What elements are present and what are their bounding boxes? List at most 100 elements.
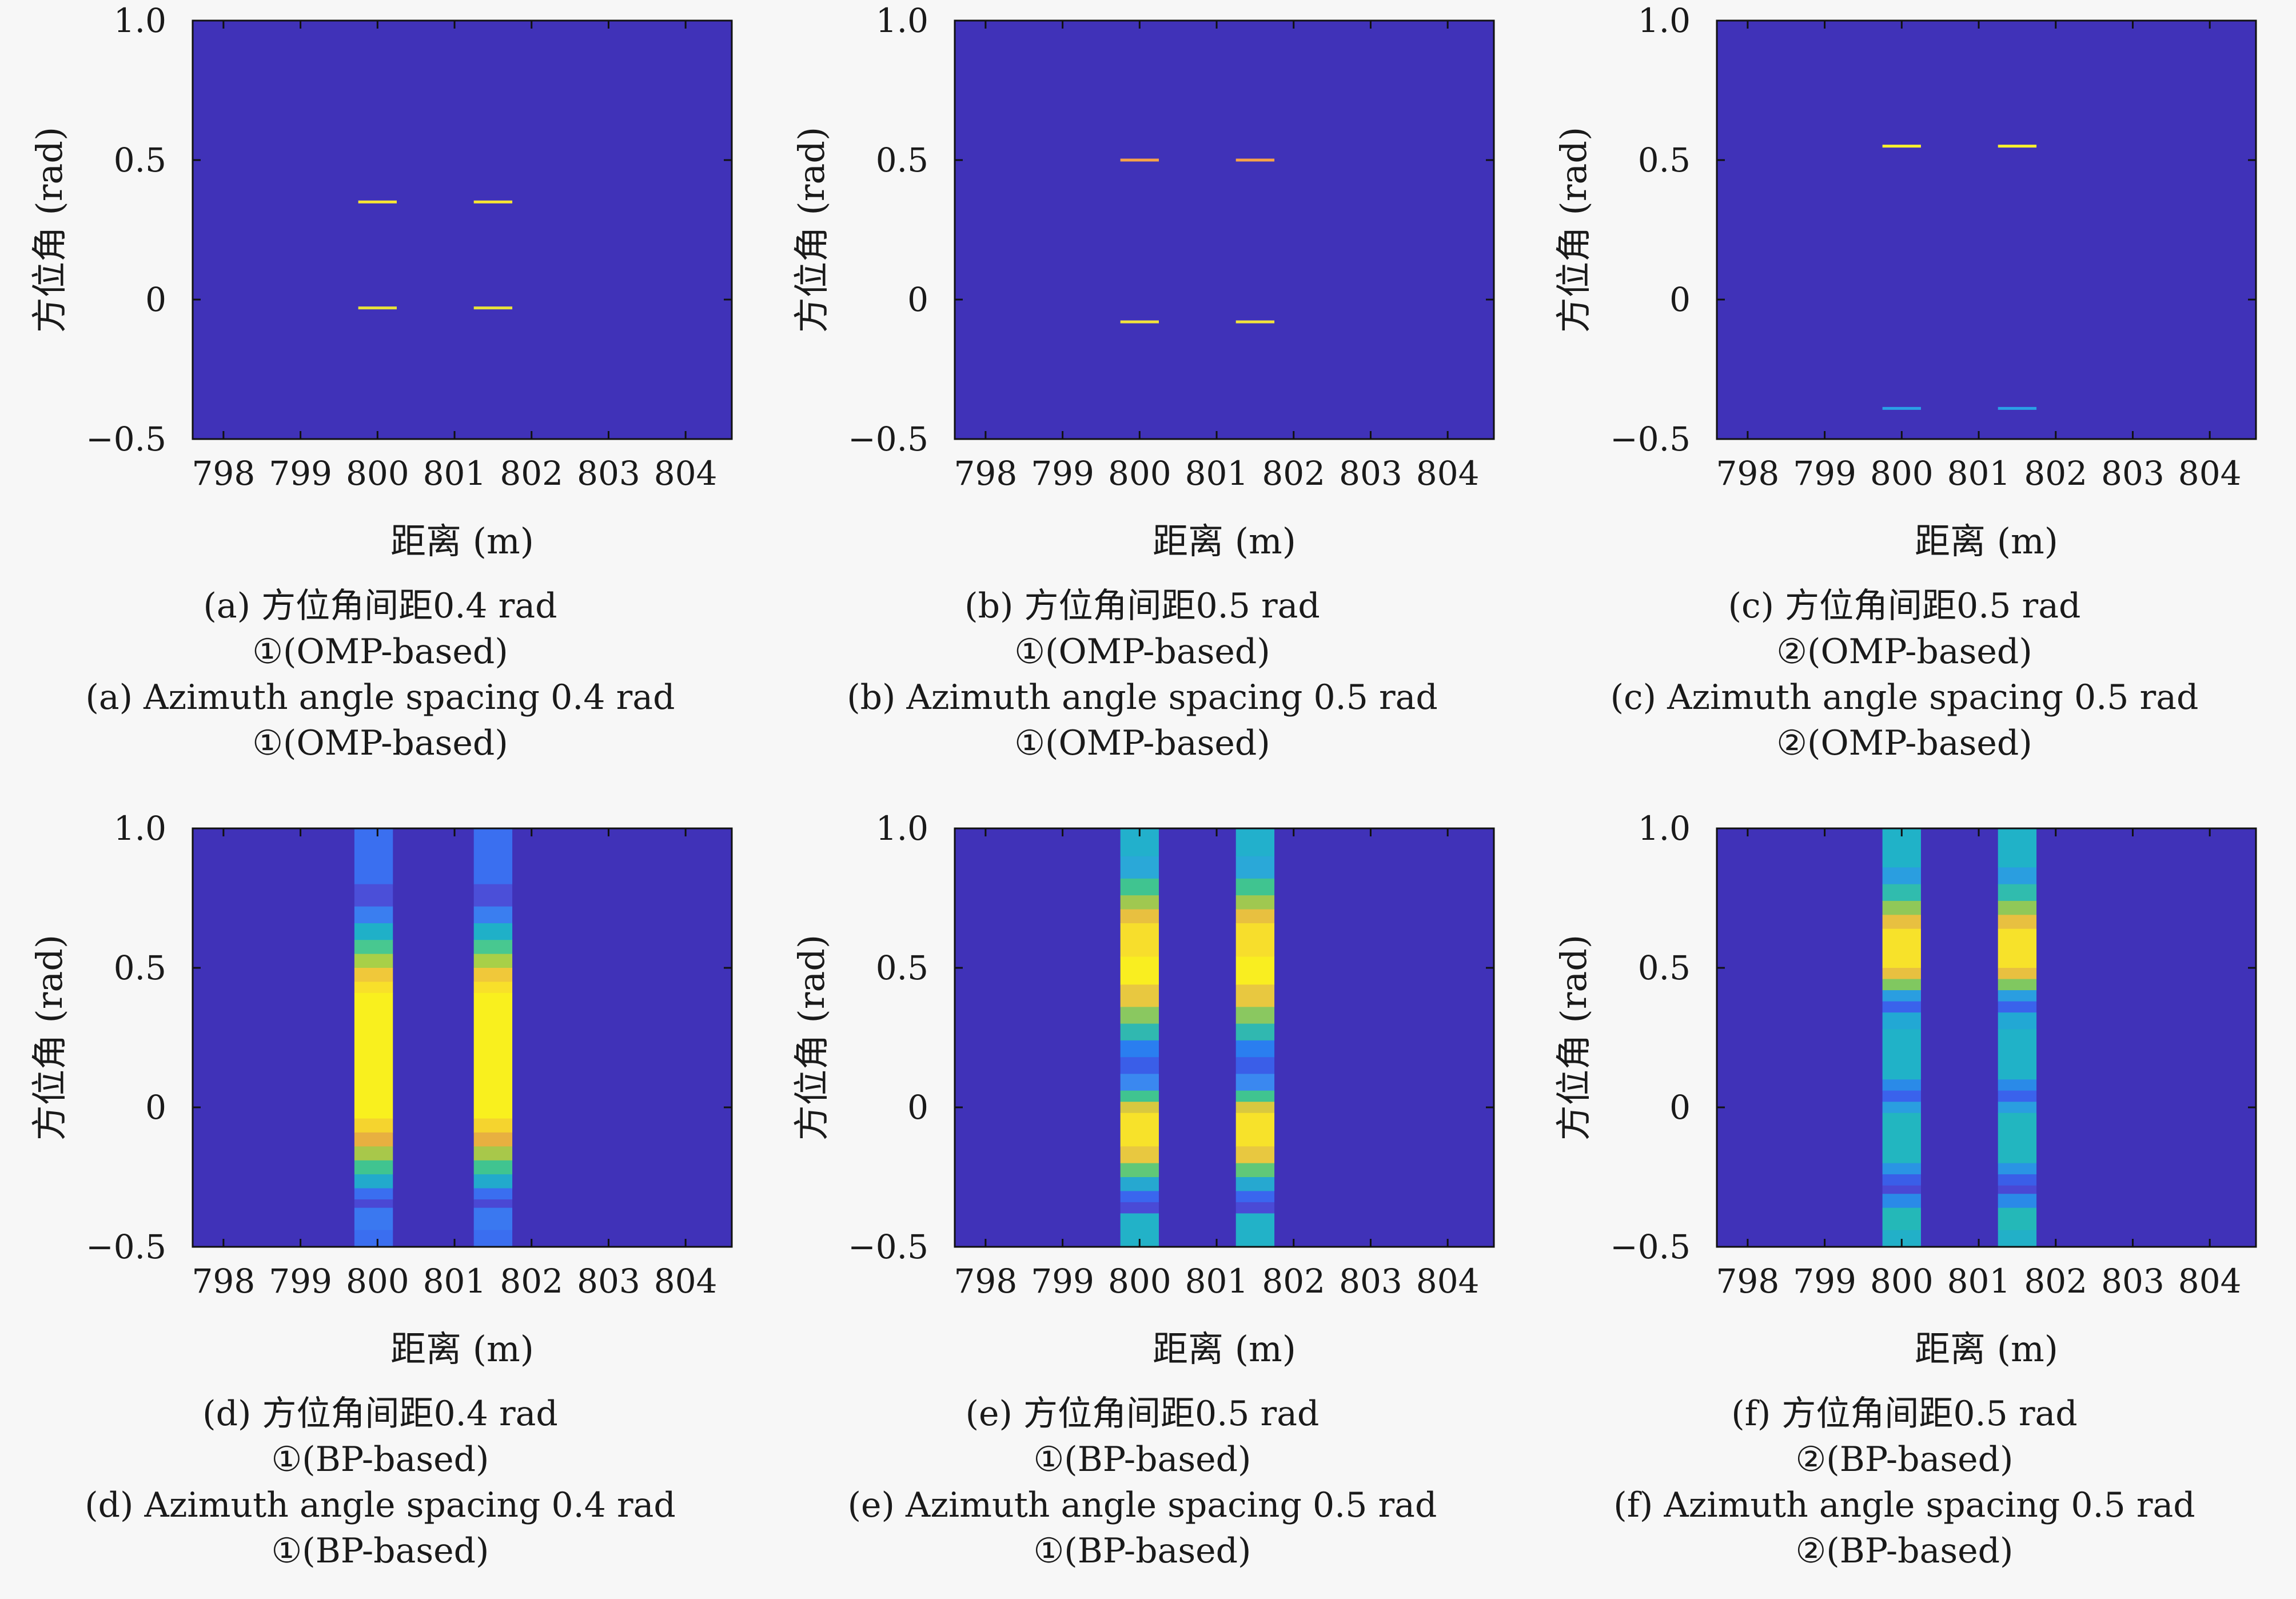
caption-b-line-2: ①(OMP-based) [1014,632,1270,672]
subplot-d: 798 799 800 801 802 803 804 1.0 0.5 0 −0.5 距离 (m) 方位… [0,808,760,1599]
heat-cell-col2-13 [1235,1074,1275,1091]
heat-cell-col2-17 [1235,1146,1275,1164]
x-tick-label-800: 800 [1870,1262,1934,1301]
y-axis-label: 方位角 (rad) [29,127,70,333]
heat-cell-col2-16 [473,1199,513,1209]
y-axis-label: 方位角 (rad) [1553,127,1595,333]
y-tick-label-1: 0.5 [1638,948,1691,987]
heat-cell-col1-3 [354,906,393,924]
heat-cell-col1-15 [354,1188,393,1200]
x-tick-label-804: 804 [2178,1262,2242,1301]
x-tick-label-803: 803 [2101,454,2165,493]
x-tick-label-803: 803 [577,454,640,493]
heat-cell-col1-17 [354,1207,393,1231]
x-tick-label-804: 804 [654,1262,718,1301]
heat-cell-col1-14 [1882,1090,1921,1102]
y-tick-label-1: 0.5 [876,948,928,987]
heat-cell-col1-5 [1120,909,1159,924]
x-tick-label-802: 802 [500,1262,563,1301]
heat-cell-col2-9 [473,992,513,1119]
y-tick-label-0: 1.0 [876,809,928,848]
x-tick-label-801: 801 [423,1262,487,1301]
heat-cell-col2-8 [473,982,513,994]
x-tick-label-800: 800 [1108,1262,1171,1301]
y-tick-label-0: 1.0 [114,1,166,40]
x-tick-label-804: 804 [654,454,718,493]
subplot-f: 798 799 800 801 802 803 804 1.0 0.5 0 −0.5 距离 (m) 方位… [1524,808,2285,1599]
caption-d-line-2: ①(BP-based) [271,1440,489,1480]
heatmap-plot-c: 798 799 800 801 802 803 804 1.0 0.5 0 −0.5 距离 (m) 方位… [1553,1,2257,562]
heat-cell-col1-12 [1882,1029,1921,1080]
caption-d: (d) 方位角间距0.4 rad ①(BP-based) (d) Azimuth… [0,1391,760,1574]
heat-cell-col2-19 [1998,1185,2037,1194]
heat-cell-col2-15 [473,1188,513,1200]
y-tick-label-3: −0.5 [848,1227,928,1266]
subplot-b: 798 799 800 801 802 803 804 1.0 0.5 0 −0.5 距离 (m) 方位… [762,0,1522,791]
caption-e-line-3: (e) Azimuth angle spacing 0.5 rad [847,1485,1437,1525]
heat-cell-col2-14 [1235,1090,1275,1102]
x-tick-label-800: 800 [1870,454,1934,493]
caption-a-line-4: ①(OMP-based) [252,723,508,763]
heat-cell-col1-4 [1120,895,1159,910]
heat-cell-col1-7 [1120,956,1159,985]
x-tick-label-799: 799 [1031,1262,1094,1301]
heat-cell-col2-4 [473,923,513,940]
heat-cell-col2-2 [1998,867,2037,885]
caption-c-line-2: ②(OMP-based) [1776,632,2032,672]
y-tick-label-1: 0.5 [114,141,166,180]
y-tick-label-1: 0.5 [1638,141,1691,180]
x-tick-label-801: 801 [1185,454,1249,493]
heat-cell-col1-3 [1120,878,1159,896]
x-tick-label-803: 803 [1339,454,1402,493]
heat-cell-col2-12 [473,1146,513,1161]
caption-c: (c) 方位角间距0.5 rad ②(OMP-based) (c) Azimut… [1524,583,2285,766]
y-axis-label: 方位角 (rad) [29,935,70,1141]
plot-frame [954,19,1495,440]
caption-d-line-4: ①(BP-based) [271,1531,489,1571]
heat-cell-col2-10 [473,1118,513,1133]
y-tick-label-2: 0 [145,280,166,319]
heat-cell-col1-11 [354,1132,393,1147]
heat-cell-col2-5 [1998,915,2037,930]
heat-cell-col2-7 [473,968,513,982]
x-tick-label-801: 801 [1947,1262,2011,1301]
heat-cell-col1-10 [1882,1001,1921,1013]
x-axis-label: 距离 (m) [1153,520,1296,562]
caption-f-line-1: (f) 方位角间距0.5 rad [1731,1394,2078,1434]
x-tick-label-801: 801 [423,454,487,493]
caption-e: (e) 方位角间距0.5 rad ①(BP-based) (e) Azimuth… [762,1391,1522,1574]
caption-d-line-3: (d) Azimuth angle spacing 0.4 rad [85,1485,676,1525]
heatmap-plot-b: 798 799 800 801 802 803 804 1.0 0.5 0 −0.5 距离 (m) 方位… [791,1,1495,562]
heat-cell-col2-9 [1235,1007,1275,1024]
x-tick-label-800: 800 [346,454,409,493]
heat-cell-col2-4 [1998,900,2037,915]
x-tick-label-803: 803 [577,1262,640,1301]
heat-cell-col1-13 [1120,1074,1159,1091]
x-tick-label-798: 798 [954,1262,1018,1301]
heat-cell-col1-14 [1120,1090,1159,1102]
heat-cell-col2-2 [473,884,513,907]
plot-area [193,828,732,1247]
x-tick-label-800: 800 [1108,454,1171,493]
caption-a-line-3: (a) Azimuth angle spacing 0.4 rad [85,677,675,717]
y-tick-label-1: 0.5 [876,141,928,180]
y-tick-label-0: 1.0 [1638,1,1691,40]
heat-cell-col2-1 [1998,828,2037,868]
heat-cell-col2-11 [1998,1012,2037,1030]
heat-cell-col2-16 [1235,1112,1275,1147]
heatmap-plot-a: 798 799 800 801 802 803 804 1.0 0.5 0 −0.5 距离 (m) 方位… [29,1,733,562]
x-tick-label-799: 799 [1793,1262,1856,1301]
caption-b-line-4: ①(OMP-based) [1014,723,1270,763]
heat-cell-col2-22 [1998,1230,2037,1247]
heat-cell-col2-21 [1235,1202,1275,1214]
heat-cell-col1-18 [1120,1163,1159,1178]
heat-cell-col2-20 [1235,1191,1275,1203]
heat-cell-col2-3 [1235,878,1275,896]
heat-cell-col2-13 [1998,1079,2037,1091]
heat-cell-col1-15 [1882,1102,1921,1114]
caption-c-line-1: (c) 方位角间距0.5 rad [1728,586,2081,626]
caption-a-line-1: (a) 方位角间距0.4 rad [203,586,557,626]
heat-cell-col2-8 [1998,979,2037,991]
heat-cell-col1-3 [1882,884,1921,902]
